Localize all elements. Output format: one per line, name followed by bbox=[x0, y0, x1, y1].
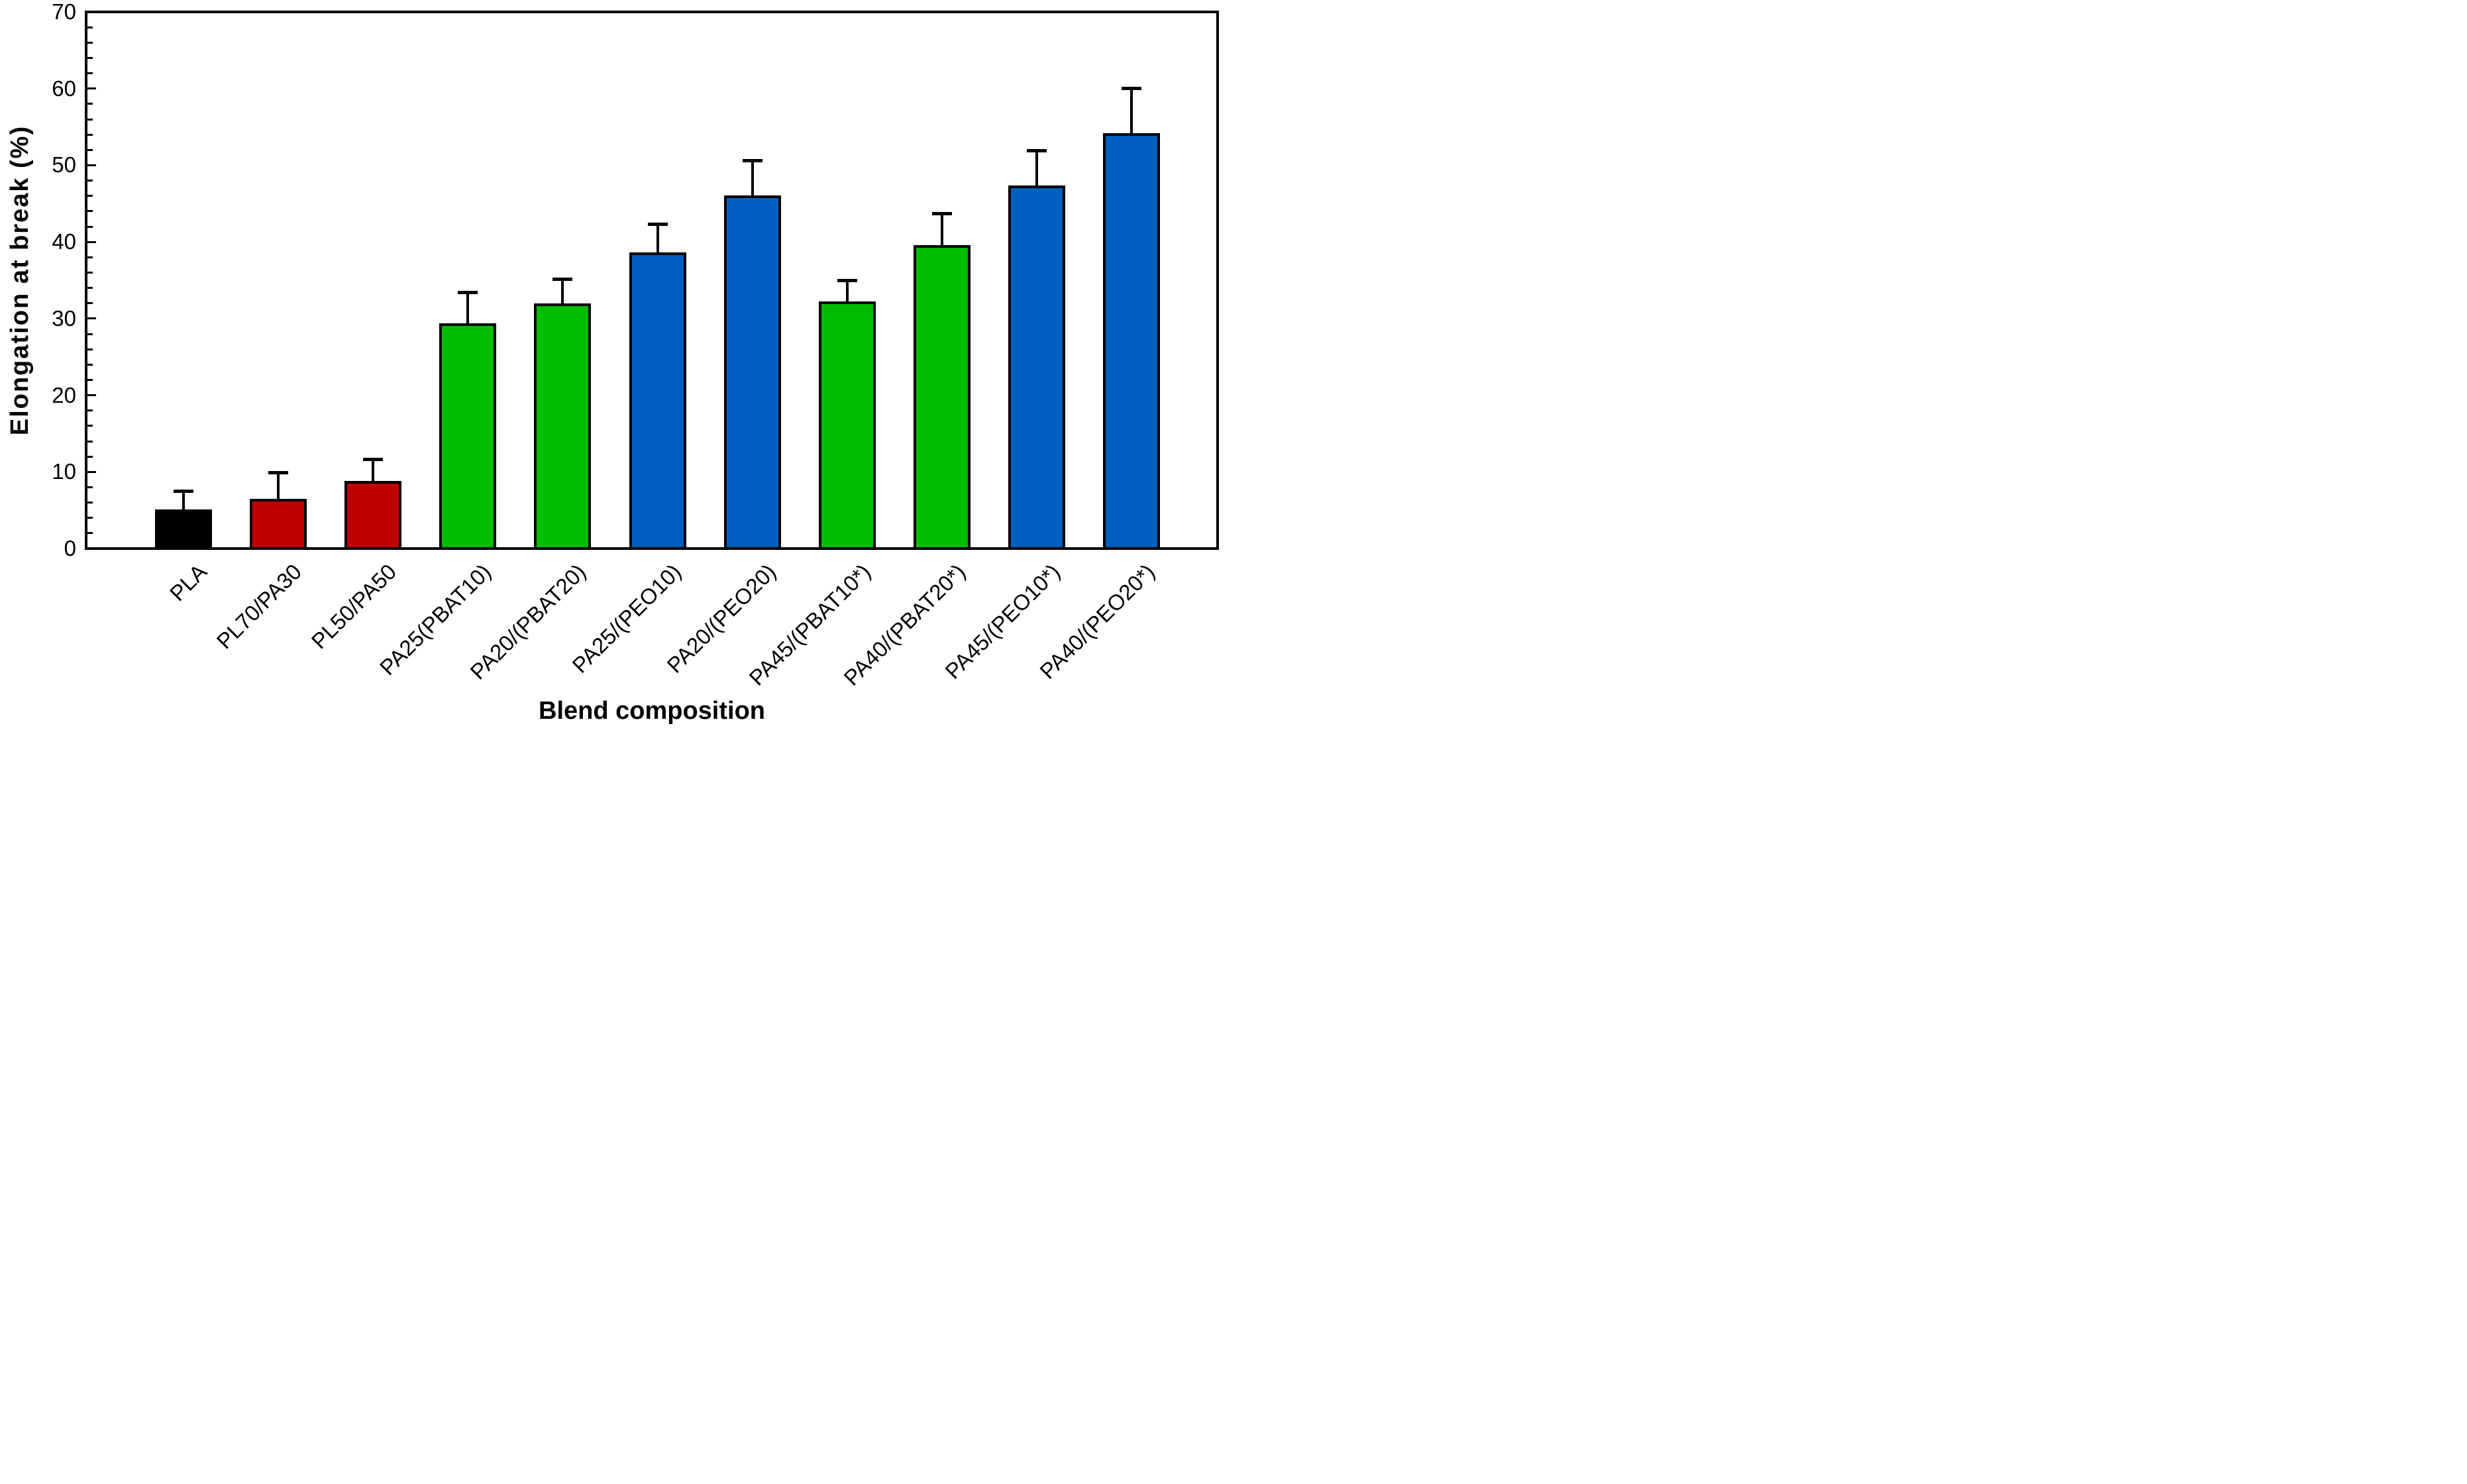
error-bar-line bbox=[845, 280, 849, 302]
bar bbox=[1103, 132, 1160, 550]
y-minor-tick bbox=[87, 333, 93, 335]
y-minor-tick bbox=[87, 502, 93, 504]
y-minor-tick bbox=[87, 532, 93, 535]
y-minor-tick bbox=[87, 455, 93, 458]
y-tick-label: 0 bbox=[64, 536, 76, 560]
error-bar-line bbox=[372, 459, 375, 482]
error-bar-line bbox=[561, 279, 564, 303]
y-minor-tick bbox=[87, 195, 93, 197]
y-minor-tick bbox=[87, 256, 93, 258]
y-minor-tick bbox=[87, 486, 93, 488]
y-minor-tick bbox=[87, 148, 93, 151]
error-bar-cap bbox=[837, 278, 857, 282]
y-tick-label: 10 bbox=[52, 459, 76, 484]
y-minor-tick bbox=[87, 517, 93, 519]
y-minor-tick bbox=[87, 103, 93, 105]
y-minor-tick bbox=[87, 225, 93, 228]
error-bar-cap bbox=[931, 211, 952, 215]
error-bar-line bbox=[182, 491, 185, 509]
y-minor-tick bbox=[87, 26, 93, 28]
bar bbox=[723, 195, 781, 550]
y-minor-tick bbox=[87, 363, 93, 366]
y-tick-label: 60 bbox=[52, 76, 76, 101]
y-tick-label: 70 bbox=[52, 0, 76, 24]
error-bar-cap bbox=[742, 158, 762, 162]
bar bbox=[155, 509, 212, 550]
error-bar-line bbox=[1035, 150, 1038, 186]
bar bbox=[913, 244, 971, 550]
bar-chart-figure: 0 10 20 30 40 50 60 70 PLA PL70/PA30 PL50/PA50 PA2… bbox=[0, 0, 1234, 742]
y-major-tick bbox=[87, 317, 96, 320]
error-bar-cap bbox=[174, 489, 193, 493]
error-bar-line bbox=[277, 472, 280, 499]
y-major-tick bbox=[87, 547, 96, 550]
error-bar-cap bbox=[647, 223, 668, 227]
bar bbox=[534, 303, 592, 550]
y-minor-tick bbox=[87, 210, 93, 213]
y-minor-tick bbox=[87, 41, 93, 44]
y-minor-tick bbox=[87, 72, 93, 75]
y-tick-label: 30 bbox=[52, 305, 76, 331]
y-minor-tick bbox=[87, 302, 93, 305]
error-bar-line bbox=[940, 213, 943, 245]
y-major-tick bbox=[87, 394, 96, 397]
y-minor-tick bbox=[87, 378, 93, 381]
bar bbox=[818, 301, 876, 550]
error-bar-cap bbox=[1122, 87, 1141, 91]
y-tick-label: 40 bbox=[52, 229, 76, 254]
error-bar-line bbox=[751, 160, 754, 195]
y-minor-tick bbox=[87, 180, 93, 182]
y-major-tick bbox=[87, 11, 96, 13]
y-minor-tick bbox=[87, 409, 93, 412]
error-bar-cap bbox=[552, 278, 573, 282]
error-bar-line bbox=[1130, 88, 1133, 133]
error-bar-cap bbox=[363, 458, 384, 462]
error-bar-line bbox=[466, 292, 470, 323]
bar bbox=[250, 498, 307, 550]
y-tick-label: 20 bbox=[52, 382, 76, 407]
bar bbox=[1008, 185, 1065, 550]
bar bbox=[439, 323, 497, 550]
y-axis-title: Elongation at break (%) bbox=[6, 125, 34, 436]
error-bar-cap bbox=[1026, 148, 1047, 152]
y-tick-label: 50 bbox=[52, 152, 76, 178]
error-bar-cap bbox=[458, 291, 478, 294]
y-major-tick bbox=[87, 470, 96, 473]
y-minor-tick bbox=[87, 425, 93, 427]
y-minor-tick bbox=[87, 271, 93, 274]
y-major-tick bbox=[87, 87, 96, 90]
y-minor-tick bbox=[87, 133, 93, 136]
y-minor-tick bbox=[87, 348, 93, 350]
y-minor-tick bbox=[87, 287, 93, 290]
y-minor-tick bbox=[87, 56, 93, 59]
y-minor-tick bbox=[87, 440, 93, 443]
error-bar-cap bbox=[268, 470, 289, 474]
error-bar-line bbox=[656, 224, 659, 253]
y-minor-tick bbox=[87, 118, 93, 121]
y-major-tick bbox=[87, 164, 96, 166]
x-axis-title: Blend composition bbox=[539, 697, 765, 725]
bar bbox=[629, 252, 686, 550]
y-major-tick bbox=[87, 240, 96, 243]
bar bbox=[344, 481, 402, 550]
